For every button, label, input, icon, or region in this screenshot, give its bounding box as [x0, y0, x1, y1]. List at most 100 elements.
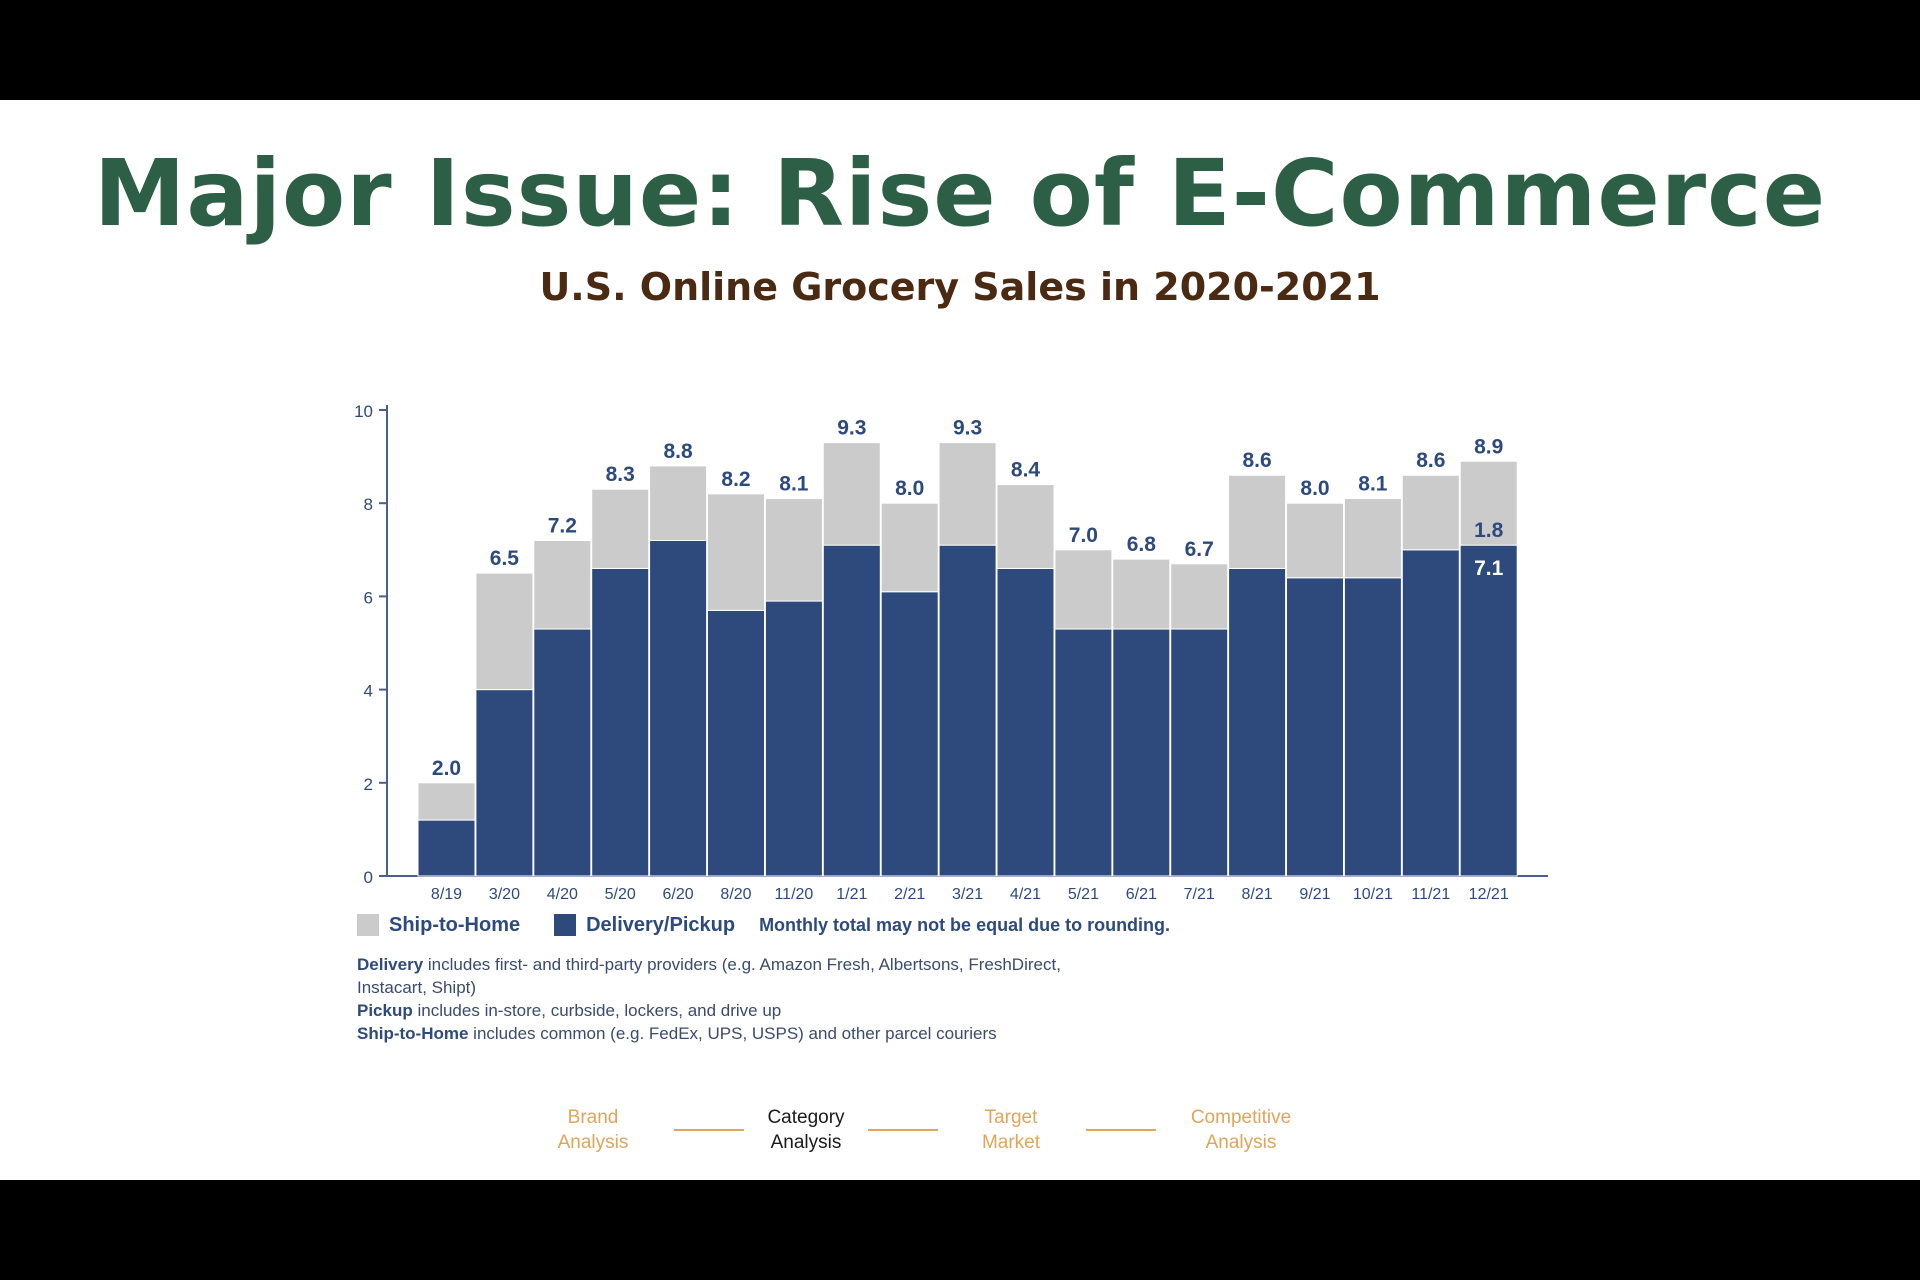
y-tick-label: 2: [364, 775, 373, 794]
bar-ship-to-home: [938, 442, 997, 546]
footnote-text: includes in-store, curbside, lockers, an…: [412, 1001, 782, 1020]
nav-label-line1: Competitive: [1190, 1107, 1292, 1128]
nav-label-line1: Target: [984, 1107, 1038, 1128]
y-tick-label: 6: [364, 588, 373, 607]
bar-delivery-pickup: [1401, 549, 1460, 877]
nav-label-line2: Analysis: [770, 1132, 842, 1153]
legend-label-delivery-pickup: Delivery/Pickup: [586, 913, 736, 936]
nav-item-brand-analysis[interactable]: Brand Analysis: [508, 1105, 678, 1155]
bar-ship-to-home: [822, 442, 881, 546]
footnote-ship-to-home: Ship-to-Home includes common (e.g. FedEx…: [357, 1022, 1117, 1045]
y-tick-label: 4: [364, 682, 373, 701]
bar-ship-to-home: [1401, 474, 1460, 551]
y-tick-label: 0: [364, 868, 373, 887]
footnote-term: Delivery: [357, 955, 424, 974]
rounding-note: Monthly total may not be equal due to ro…: [759, 914, 1171, 935]
bar-ship-to-home: [1343, 498, 1402, 579]
nav-divider: [674, 1129, 744, 1131]
bar-ship-to-home: [1054, 549, 1113, 630]
total-value-label: 8.8: [663, 440, 693, 463]
legend-item-delivery-pickup: Delivery/Pickup: [554, 914, 735, 937]
bar-ship-to-home: [533, 539, 592, 630]
x-tick-label: 6/20: [663, 886, 694, 903]
nav-label-line2: Analysis: [557, 1132, 629, 1153]
bar-ship-to-home: [996, 484, 1055, 569]
footnote-pickup: Pickup includes in-store, curbside, lock…: [357, 999, 1117, 1022]
nav-divider: [1086, 1129, 1156, 1131]
bar-ship-to-home: [1228, 474, 1287, 569]
nav-divider: [868, 1129, 938, 1131]
bar-ship-to-home: [764, 498, 823, 602]
x-tick-label: 8/21: [1242, 886, 1273, 903]
bar-ship-to-home: [649, 465, 708, 541]
x-tick-label: 4/20: [547, 886, 578, 903]
bar-ship-to-home: [475, 572, 534, 691]
slide-title: Major Issue: Rise of E-Commerce: [93, 140, 1827, 247]
chart-footnotes: Delivery includes first- and third-party…: [357, 953, 1117, 1045]
slide: Major Issue: Rise of E-Commerce U.S. Onl…: [0, 100, 1920, 1180]
footnote-text: includes first- and third-party provider…: [357, 955, 1061, 997]
total-value-label: 8.3: [606, 463, 635, 486]
total-value-label: 8.2: [721, 468, 750, 491]
bar-ship-to-home: [417, 782, 476, 821]
nav-label-line2: Market: [981, 1132, 1041, 1153]
bar-delivery-pickup: [1459, 544, 1518, 877]
slide-subtitle: U.S. Online Grocery Sales in 2020-2021: [539, 265, 1381, 309]
total-value-label: 8.1: [1358, 473, 1388, 496]
bar-delivery-pickup: [1170, 628, 1229, 877]
bar-delivery-pickup: [533, 628, 592, 877]
bar-delivery-pickup: [1054, 628, 1113, 877]
bar-delivery-pickup: [938, 544, 997, 877]
nav-item-target-market[interactable]: Target Market: [926, 1105, 1096, 1155]
nav-label-line2: Analysis: [1205, 1132, 1277, 1153]
y-tick-label: 10: [354, 402, 373, 421]
legend-swatch-ship-to-home: [357, 914, 379, 936]
bar-ship-to-home: [1286, 502, 1344, 579]
footnote-term: Pickup: [357, 1001, 413, 1020]
footnote-delivery: Delivery includes first- and third-party…: [357, 953, 1117, 999]
total-value-label: 7.0: [1069, 524, 1098, 547]
bar-ship-to-home: [1112, 558, 1171, 630]
x-tick-label: 11/20: [774, 886, 813, 903]
x-tick-label: 4/21: [1010, 886, 1041, 903]
x-tick-label: 6/21: [1126, 886, 1157, 903]
segment-value-label: 1.8: [1474, 519, 1504, 542]
footnote-term: Ship-to-Home: [357, 1024, 469, 1043]
nav-label-line1: Category: [767, 1107, 845, 1128]
x-tick-label: 9/21: [1299, 886, 1330, 903]
total-value-label: 6.7: [1185, 538, 1214, 561]
bar-delivery-pickup: [1112, 628, 1171, 877]
bar-ship-to-home: [880, 502, 939, 593]
x-tick-label: 3/21: [952, 886, 983, 903]
bar-delivery-pickup: [417, 819, 476, 877]
legend-swatch-delivery-pickup: [554, 914, 577, 936]
total-value-label: 2.0: [432, 757, 461, 780]
bar-delivery-pickup: [1343, 577, 1402, 877]
total-value-label: 8.1: [779, 473, 809, 496]
footnote-text: includes common (e.g. FedEx, UPS, USPS) …: [468, 1024, 997, 1043]
nav-label-line1: Brand: [567, 1107, 619, 1128]
total-value-label: 8.0: [1300, 477, 1329, 500]
bar-delivery-pickup: [880, 591, 939, 877]
x-tick-label: 3/20: [489, 886, 520, 903]
total-value-label: 6.5: [490, 547, 520, 570]
x-tick-label: 2/21: [894, 886, 925, 903]
bar-delivery-pickup: [475, 689, 534, 877]
legend-item-ship-to-home: Ship-to-Home: [357, 914, 520, 937]
nav-item-category-analysis[interactable]: Category Analysis: [721, 1105, 891, 1155]
x-tick-label: 5/21: [1068, 886, 1099, 903]
total-value-label: 9.3: [953, 417, 982, 440]
x-tick-label: 5/20: [605, 886, 636, 903]
bar-delivery-pickup: [707, 609, 765, 877]
bar-ship-to-home: [707, 493, 765, 611]
nav-item-competitive-analysis[interactable]: Competitive Analysis: [1156, 1105, 1326, 1155]
x-tick-label: 8/19: [431, 886, 462, 903]
y-tick-label: 8: [364, 495, 373, 514]
chart-legend: Ship-to-Home Delivery/Pickup Monthly tot…: [357, 910, 1170, 940]
bar-ship-to-home: [1459, 460, 1518, 546]
bar-delivery-pickup: [1228, 567, 1287, 877]
x-tick-label: 12/21: [1469, 886, 1509, 903]
bar-delivery-pickup: [591, 567, 650, 877]
x-tick-label: 8/20: [720, 886, 751, 903]
stacked-bar-chart: 0 2 4 6 8 10 2.0 8/19 6.5 3/20 7.2 4/20 8.3 5/20 8.8 6/…: [354, 402, 1548, 903]
